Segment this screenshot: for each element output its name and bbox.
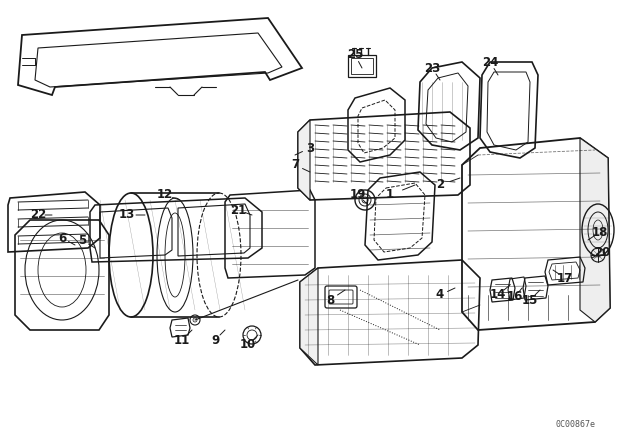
Text: 17: 17 <box>557 271 573 284</box>
Text: 2: 2 <box>436 178 444 191</box>
Text: 24: 24 <box>482 56 498 69</box>
Text: 18: 18 <box>592 225 608 238</box>
Text: 8: 8 <box>326 293 334 306</box>
Text: 20: 20 <box>594 246 610 258</box>
Text: 4: 4 <box>436 289 444 302</box>
Text: 19: 19 <box>350 189 366 202</box>
Text: 16: 16 <box>507 290 523 303</box>
Text: 14: 14 <box>490 289 506 302</box>
Text: 25: 25 <box>347 48 363 61</box>
Text: 10: 10 <box>240 339 256 352</box>
Bar <box>348 55 376 77</box>
Text: 11: 11 <box>174 333 190 346</box>
Text: 12: 12 <box>157 189 173 202</box>
Text: 22: 22 <box>30 208 46 221</box>
Polygon shape <box>298 120 310 200</box>
Text: 6: 6 <box>58 232 66 245</box>
Text: 5: 5 <box>78 233 86 246</box>
Text: 15: 15 <box>522 293 538 306</box>
Polygon shape <box>300 268 318 365</box>
Text: 9: 9 <box>211 333 219 346</box>
Text: 13: 13 <box>119 208 135 221</box>
Text: 23: 23 <box>424 61 440 74</box>
Bar <box>351 58 373 74</box>
Text: 0C00867e: 0C00867e <box>556 420 596 429</box>
Text: 1: 1 <box>386 189 394 202</box>
Text: 21: 21 <box>230 203 246 216</box>
Text: 3: 3 <box>306 142 314 155</box>
Text: 7: 7 <box>291 159 299 172</box>
Polygon shape <box>580 138 610 322</box>
